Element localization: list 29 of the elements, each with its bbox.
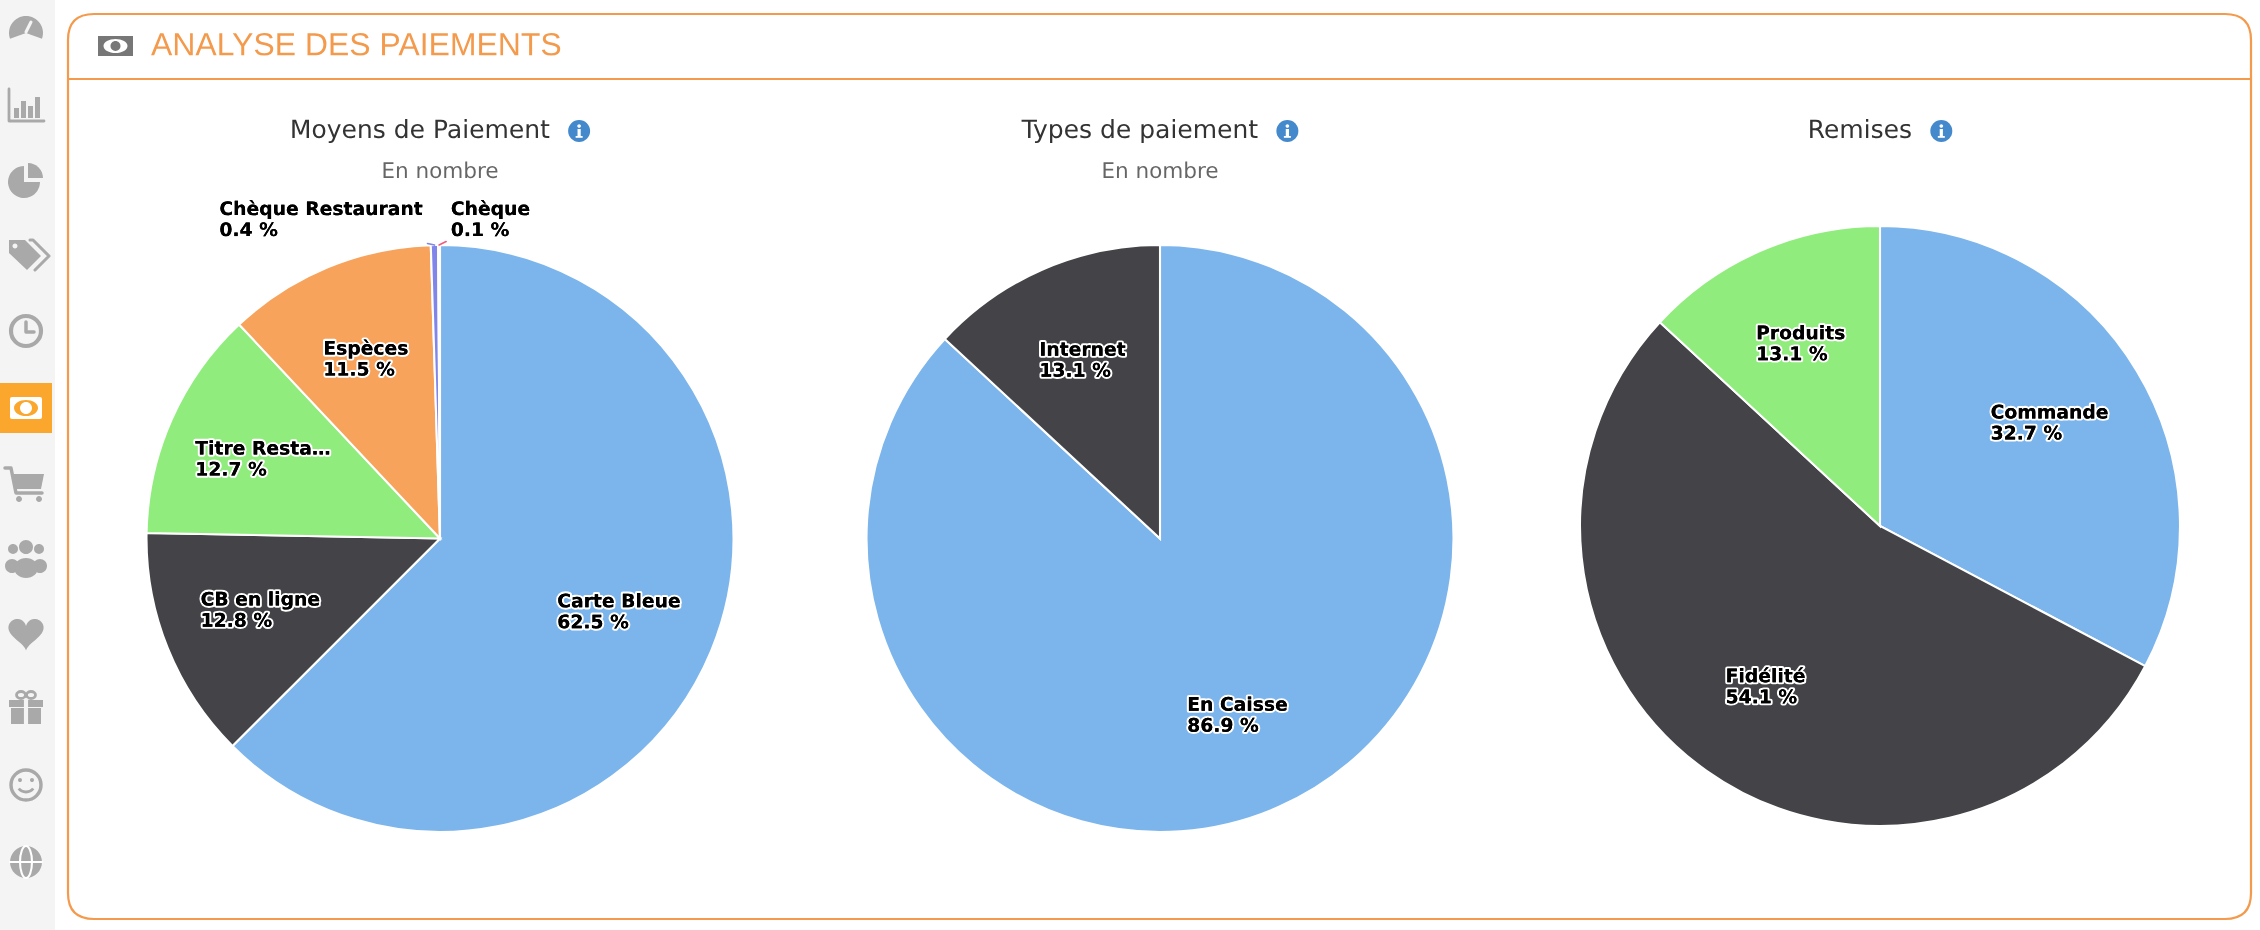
chart-subtitle: En nombre bbox=[1103, 161, 1218, 179]
slice-label: Chèque bbox=[451, 200, 530, 219]
data-label: 12.8 % bbox=[202, 612, 272, 627]
chart-title: Moyens de Paiement bbox=[292, 118, 550, 144]
data-label: 0.4 % bbox=[220, 222, 278, 237]
chart-title: Types de paiement bbox=[1021, 118, 1258, 144]
slice-label: En Caisse bbox=[1188, 696, 1287, 711]
data-label: 0.1 % bbox=[451, 222, 509, 237]
data-label: 54.1 % bbox=[1727, 689, 1797, 704]
data-label: 32.7 % bbox=[1991, 425, 2062, 440]
slice-label: Produits bbox=[1757, 324, 1845, 340]
slice-label: Fidélité bbox=[1727, 667, 1805, 683]
text: ANALYSE DES PAIEMENTS bbox=[151, 32, 561, 56]
chart-subtitle: En nombre bbox=[383, 161, 498, 179]
data-label: 13.1 % bbox=[1758, 346, 1828, 361]
slice-label: Carte Bleue bbox=[558, 593, 680, 608]
slice-label: CB en ligne bbox=[201, 591, 320, 610]
slice-label: Internet bbox=[1041, 341, 1126, 356]
chart-title: Remises bbox=[1810, 118, 1911, 139]
data-label: 86.9 % bbox=[1188, 717, 1259, 732]
slice-label: Espèces bbox=[325, 339, 408, 359]
data-label: 12.7 % bbox=[197, 461, 267, 476]
data-label: 11.5 % bbox=[325, 361, 395, 376]
pie-slice bbox=[865, 243, 1455, 834]
data-label: 13.1 % bbox=[1041, 362, 1111, 377]
slice-label: Chèque Restaurant bbox=[220, 200, 423, 219]
slice-label: Titre Resta… bbox=[195, 440, 330, 455]
slice-label: Commande bbox=[1991, 404, 2108, 419]
data-label: 62.5 % bbox=[558, 614, 629, 629]
